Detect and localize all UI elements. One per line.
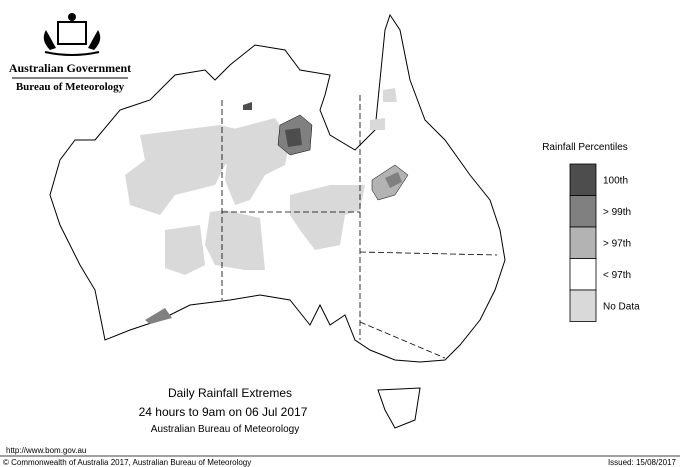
legend-label: No Data	[603, 301, 640, 312]
legend-label: 100th	[603, 175, 628, 186]
no-data-areas	[125, 88, 397, 275]
footer-url: http://www.bom.gov.au	[6, 446, 86, 455]
header-subtitle: Bureau of Meteorology	[16, 81, 125, 93]
footer-copyright: © Commonwealth of Australia 2017, Austra…	[3, 458, 251, 467]
crest	[43, 13, 101, 56]
legend-label: > 99th	[603, 207, 631, 218]
legend-label: > 97th	[603, 238, 631, 249]
footer-issued: Issued: 15/08/2017	[608, 458, 677, 467]
legend-swatch	[569, 163, 597, 196]
caption-title: Daily Rainfall Extremes	[168, 386, 292, 400]
legend-swatch	[569, 258, 597, 291]
caption-source: Australian Bureau of Meteorology	[151, 424, 299, 435]
header-title: Australian Government	[9, 61, 131, 75]
legend: 100th > 99th > 97th < 97th No Data	[569, 163, 640, 322]
caption-period: 24 hours to 9am on 06 Jul 2017	[139, 405, 308, 419]
extreme-areas	[145, 102, 409, 324]
legend-swatch	[569, 195, 597, 228]
legend-swatch	[569, 289, 597, 322]
state-borders	[221, 95, 498, 359]
legend-label: < 97th	[603, 270, 631, 281]
tasmania	[377, 387, 421, 429]
legend-swatch	[569, 226, 597, 259]
legend-title: Rainfall Percentiles	[542, 142, 628, 153]
